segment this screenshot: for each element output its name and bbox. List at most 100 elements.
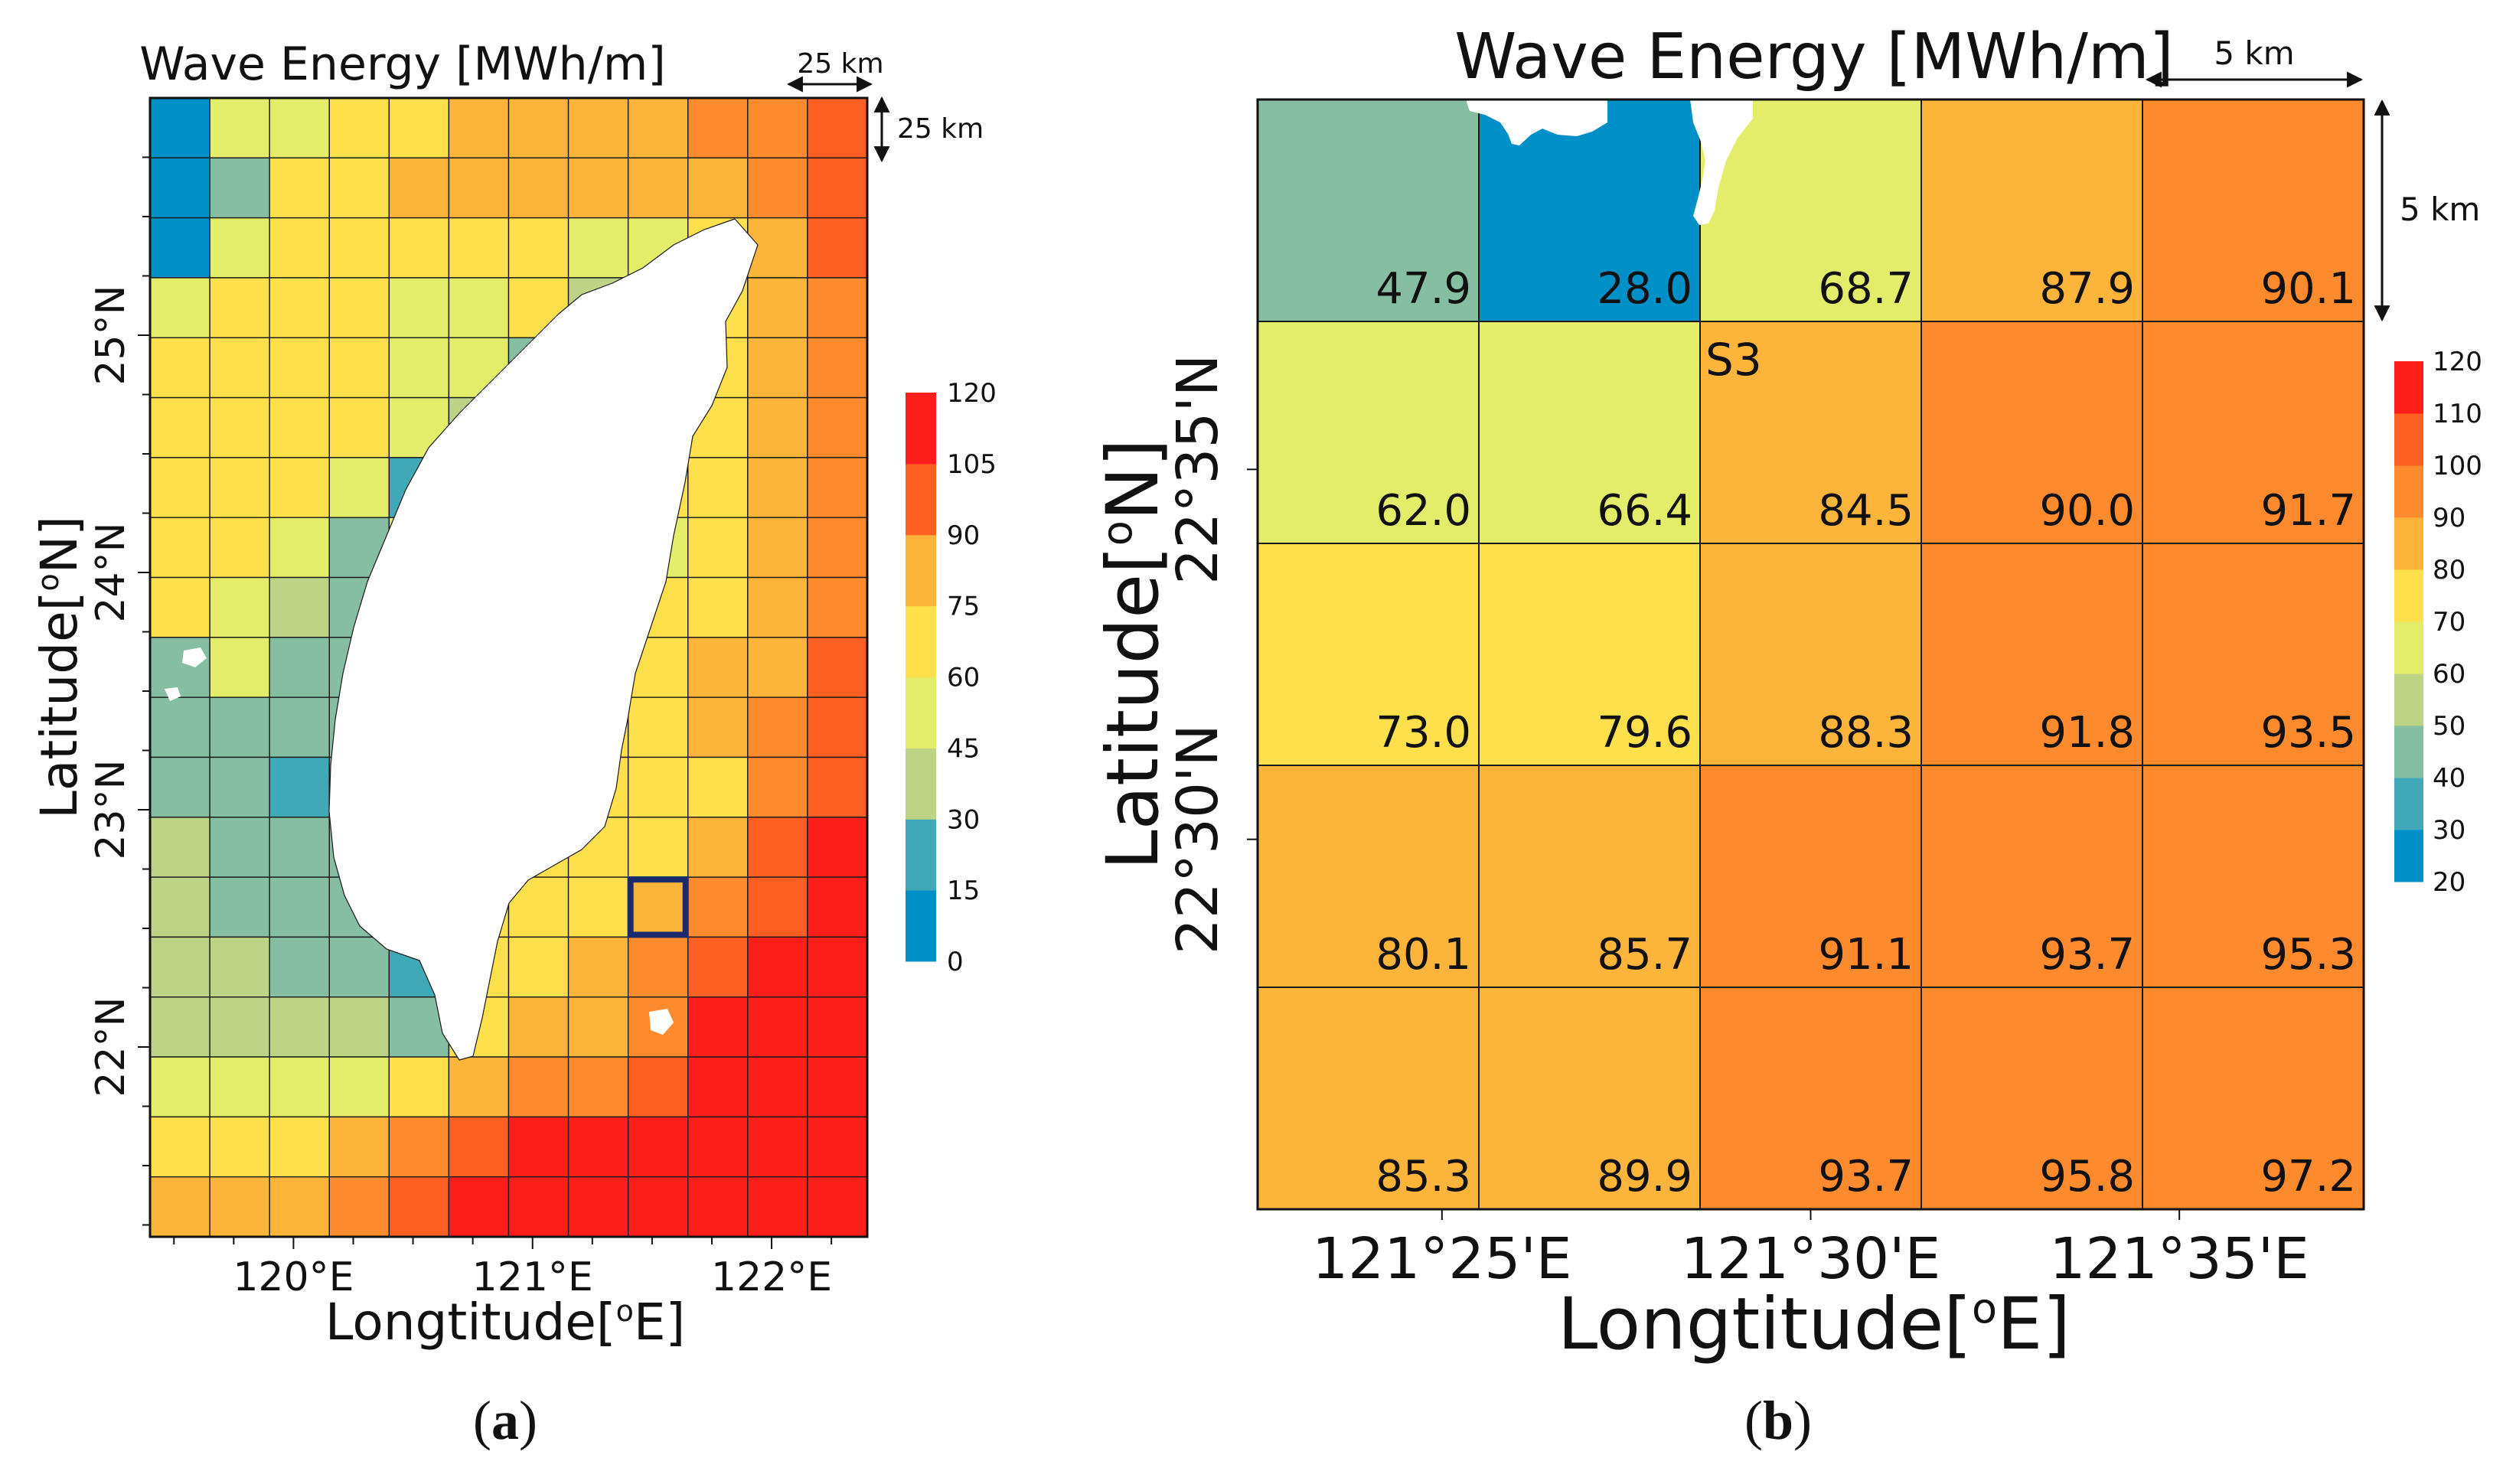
y-tick-label: 22°N bbox=[88, 996, 134, 1097]
x-axis-label: Longtitude[oE] bbox=[325, 1293, 686, 1352]
grid-cell bbox=[807, 1176, 868, 1238]
colorbar-segment bbox=[2394, 465, 2423, 518]
grid-cell bbox=[2142, 543, 2364, 766]
grid-cell bbox=[687, 996, 749, 1058]
cell-value-label: 95.3 bbox=[2260, 930, 2356, 980]
grid-cell bbox=[1478, 987, 1701, 1210]
cell-value-label: 79.6 bbox=[1597, 708, 1692, 758]
grid-cell bbox=[567, 876, 629, 938]
cell-value-label: 91.8 bbox=[2039, 708, 2135, 758]
grid-cell bbox=[2142, 765, 2364, 988]
grid-cell bbox=[328, 396, 390, 458]
colorbar-tick-label: 60 bbox=[2433, 659, 2465, 690]
grid-cell bbox=[807, 936, 868, 998]
map-frame bbox=[148, 96, 869, 1238]
grid-cell bbox=[507, 1176, 569, 1238]
panel-label-a: (a) bbox=[473, 1390, 537, 1451]
grid-cell bbox=[269, 517, 330, 579]
grid-cell bbox=[209, 97, 270, 159]
cell-value-label: 62.0 bbox=[1376, 486, 1471, 536]
colorbar-tick-label: 90 bbox=[947, 520, 980, 551]
grid-cell bbox=[747, 1056, 808, 1118]
grid-cell bbox=[807, 217, 868, 279]
cell-value-label: 47.9 bbox=[1376, 264, 1471, 314]
x-tick-label: 121°35'E bbox=[2049, 1226, 2309, 1292]
y-tick-label: 24°N bbox=[88, 522, 134, 622]
grid-cells bbox=[1257, 99, 2364, 1210]
y-tick-label: 22°35'N bbox=[1165, 354, 1231, 585]
grid-cell bbox=[747, 756, 808, 818]
grid-cell bbox=[269, 817, 330, 878]
cell-value-label: 95.8 bbox=[2039, 1152, 2135, 1202]
grid-cell bbox=[269, 936, 330, 998]
cell-value-label: 93.5 bbox=[2260, 708, 2356, 758]
grid-cell bbox=[567, 1116, 629, 1178]
grid-cell bbox=[209, 876, 270, 938]
grid-cell bbox=[209, 157, 270, 219]
grid-cell bbox=[448, 217, 510, 279]
grid-cell bbox=[269, 1176, 330, 1238]
grid-cell bbox=[328, 217, 390, 279]
x-tick-label: 120°E bbox=[233, 1254, 354, 1300]
grid-cell bbox=[209, 576, 270, 638]
grid-cell bbox=[807, 817, 868, 878]
colorbar-segment bbox=[2394, 778, 2423, 830]
colorbar-tick-label: 105 bbox=[947, 449, 997, 480]
grid-cell bbox=[209, 817, 270, 878]
panel-a: Wave Energy [MWh/m] 25 km 25 km 120°E 121… bbox=[30, 38, 997, 1451]
panel-b: Wave Energy [MWh/m] 5 km 5 km 47.9 28.0 68… bbox=[1092, 21, 2482, 1451]
grid-cell bbox=[1478, 321, 1701, 544]
grid-cell bbox=[1920, 987, 2143, 1210]
grid-cell bbox=[687, 157, 749, 219]
grid-cell bbox=[747, 517, 808, 579]
grid-cell bbox=[807, 337, 868, 399]
grid-cell bbox=[149, 817, 210, 878]
grid-cell bbox=[149, 396, 210, 458]
scale-bars: 25 km 25 km bbox=[786, 48, 984, 163]
cell-value-label: 68.7 bbox=[1818, 264, 1914, 314]
grid-cell bbox=[807, 696, 868, 758]
grid-cell bbox=[269, 576, 330, 638]
grid-cell bbox=[1478, 765, 1701, 988]
grid-cell bbox=[388, 217, 450, 279]
colorbar-segment bbox=[2394, 621, 2423, 674]
grid-cell bbox=[448, 97, 510, 159]
grid-cell bbox=[627, 97, 689, 159]
grid-cell bbox=[149, 337, 210, 399]
grid-cell bbox=[149, 1056, 210, 1118]
grid-cell bbox=[567, 97, 629, 159]
grid-cell bbox=[209, 1116, 270, 1178]
scale-label-horizontal: 5 km bbox=[2214, 34, 2294, 72]
grid-cell bbox=[209, 936, 270, 998]
grid-cell bbox=[507, 157, 569, 219]
grid-cell bbox=[687, 817, 749, 878]
colorbar-tick-label: 100 bbox=[2433, 451, 2482, 481]
colorbar-tick-label: 110 bbox=[2433, 399, 2482, 429]
grid-cell bbox=[567, 157, 629, 219]
cell-value-label: 90.0 bbox=[2039, 486, 2135, 536]
cell-value-label: 87.9 bbox=[2039, 264, 2135, 314]
site-label-s3: S3 bbox=[1705, 334, 1762, 386]
grid-cell bbox=[807, 157, 868, 219]
y-axis-label: Latitude[oN] bbox=[30, 516, 89, 819]
y-tick-label: 25°N bbox=[88, 285, 134, 385]
grid-cell bbox=[747, 457, 808, 518]
cell-value-label: 91.7 bbox=[2260, 486, 2356, 536]
cell-value-label: 97.2 bbox=[2260, 1152, 2356, 1202]
grid-cell bbox=[807, 637, 868, 698]
cell-value-label: 80.1 bbox=[1376, 930, 1471, 980]
colorbar-tick-label: 45 bbox=[947, 733, 980, 764]
colorbar-tick-label: 120 bbox=[2433, 347, 2482, 377]
grid-cell bbox=[567, 1056, 629, 1118]
panel-label-b: (b) bbox=[1744, 1390, 1812, 1451]
grid-cell bbox=[149, 97, 210, 159]
grid-cell bbox=[209, 756, 270, 818]
grid-cell bbox=[149, 637, 210, 698]
grid-cell bbox=[1257, 765, 1480, 988]
cell-value-label: 85.3 bbox=[1376, 1152, 1471, 1202]
colorbar-segment bbox=[2394, 830, 2423, 882]
x-tick-label: 122°E bbox=[711, 1254, 832, 1300]
grid-cell bbox=[149, 1176, 210, 1238]
grid-cell bbox=[328, 457, 390, 518]
colorbar-segment bbox=[906, 534, 936, 607]
